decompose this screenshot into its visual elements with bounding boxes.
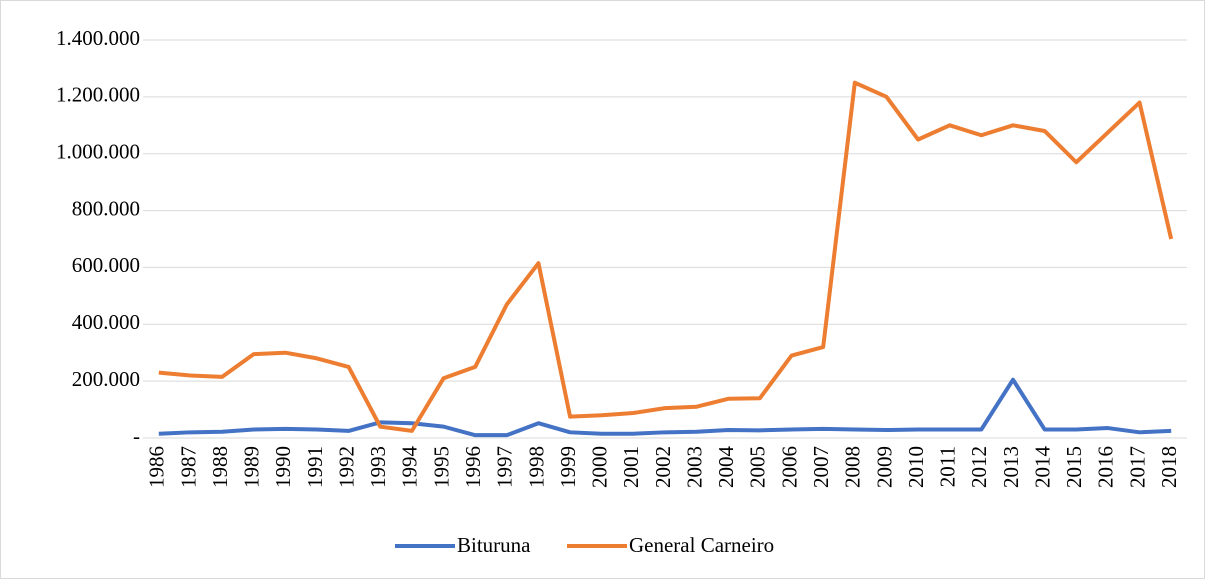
x-tick-label: 2002 (651, 446, 675, 488)
x-tick-label: 1987 (176, 446, 200, 488)
legend-label: General Carneiro (629, 533, 774, 557)
x-tick-label: 1993 (366, 446, 390, 488)
y-tick-label: 1.000.000 (56, 140, 140, 164)
line-series (158, 80, 1174, 433)
x-tick-label: 2016 (1094, 446, 1118, 488)
x-tick-label: 2007 (809, 446, 833, 488)
x-tick-label: 1995 (429, 446, 453, 488)
x-tick-label: 1998 (524, 446, 548, 488)
y-tick-label: 800.000 (72, 196, 140, 220)
x-tick-label: 1991 (303, 446, 327, 488)
x-tick-label: 2005 (746, 446, 770, 488)
x-tick-label: 2015 (1062, 446, 1086, 488)
x-tick-label: 2017 (1125, 446, 1149, 488)
x-tick-label: 1986 (145, 446, 169, 488)
x-tick-label: 2001 (619, 446, 643, 488)
y-tick-label: 1.200.000 (56, 83, 140, 107)
x-tick-label: 1988 (208, 446, 232, 488)
y-tick-label: - (133, 424, 140, 448)
x-tick-label: 2004 (714, 446, 738, 489)
x-tick-label: 2018 (1157, 446, 1181, 488)
x-tick-label: 1990 (271, 446, 295, 488)
x-tick-label: 1996 (461, 446, 485, 488)
x-tick-label: 2000 (588, 446, 612, 488)
y-tick-label: 400.000 (72, 310, 140, 334)
x-tick-label: 1992 (334, 446, 358, 488)
y-tick-label: 1.400.000 (56, 26, 140, 50)
y-tick-label: 600.000 (72, 253, 140, 277)
x-tick-label: 2003 (682, 446, 706, 488)
x-tick-label: 1997 (493, 446, 517, 488)
line-series (158, 377, 1172, 438)
x-tick-label: 2010 (904, 446, 928, 488)
x-tick-label: 2014 (1030, 446, 1054, 489)
x-tick-label: 2006 (777, 446, 801, 488)
x-tick-label: 2013 (999, 446, 1023, 488)
x-tick-label: 2008 (841, 446, 865, 488)
x-tick-label: 2012 (967, 446, 991, 488)
x-tick-label: 1999 (556, 446, 580, 488)
x-tick-label: 1994 (398, 446, 422, 489)
y-tick-label: 200.000 (72, 367, 140, 391)
legend-label: Bituruna (457, 533, 531, 557)
x-tick-label: 2011 (936, 446, 960, 487)
x-tick-label: 2009 (872, 446, 896, 488)
x-tick-label: 1989 (240, 446, 264, 488)
